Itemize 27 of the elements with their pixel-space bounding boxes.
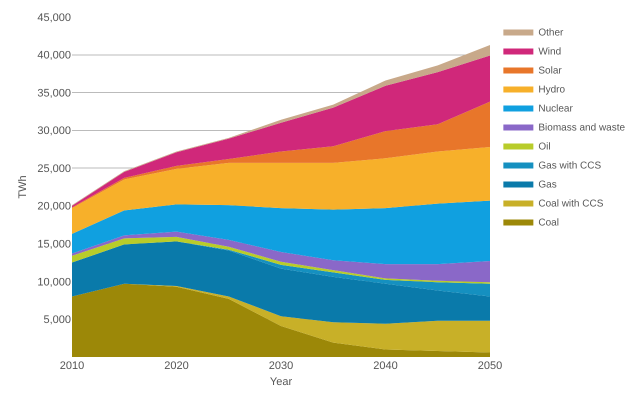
x-tick-label: 2030 (268, 360, 294, 372)
legend-label: Gas with CCS (538, 160, 602, 172)
x-tick-label: 2040 (373, 360, 398, 372)
x-tick-label: 2020 (164, 360, 189, 372)
y-tick-label: 40,000 (37, 50, 71, 62)
y-tick-label: 25,000 (37, 162, 71, 175)
y-tick-label: 15,000 (37, 238, 71, 251)
x-axis-title: Year (270, 376, 292, 388)
legend-label: Oil (538, 141, 551, 152)
legend-label: Biomass and waste (538, 122, 626, 134)
y-tick-label: 35,000 (37, 87, 71, 100)
legend-label: Coal (538, 217, 559, 228)
legend-label: Solar (538, 65, 562, 76)
legend-label: Gas (538, 179, 557, 190)
y-tick-label: 5,000 (43, 314, 71, 326)
y-tick-label: 10,000 (37, 276, 71, 288)
legend-label: Hydro (538, 84, 566, 96)
legend-label: Other (538, 27, 564, 38)
legend-label: Wind (538, 46, 562, 58)
x-tick-label: 2050 (478, 360, 502, 372)
legend-label: Nuclear (538, 103, 574, 114)
y-axis-title: TWh (16, 175, 29, 199)
x-tick-label: 2010 (60, 360, 84, 372)
legend-label: Coal with CCS (538, 198, 604, 210)
y-tick-label: 20,000 (37, 200, 71, 213)
y-tick-label: 30,000 (37, 125, 71, 138)
y-tick-label: 45,000 (37, 12, 71, 24)
